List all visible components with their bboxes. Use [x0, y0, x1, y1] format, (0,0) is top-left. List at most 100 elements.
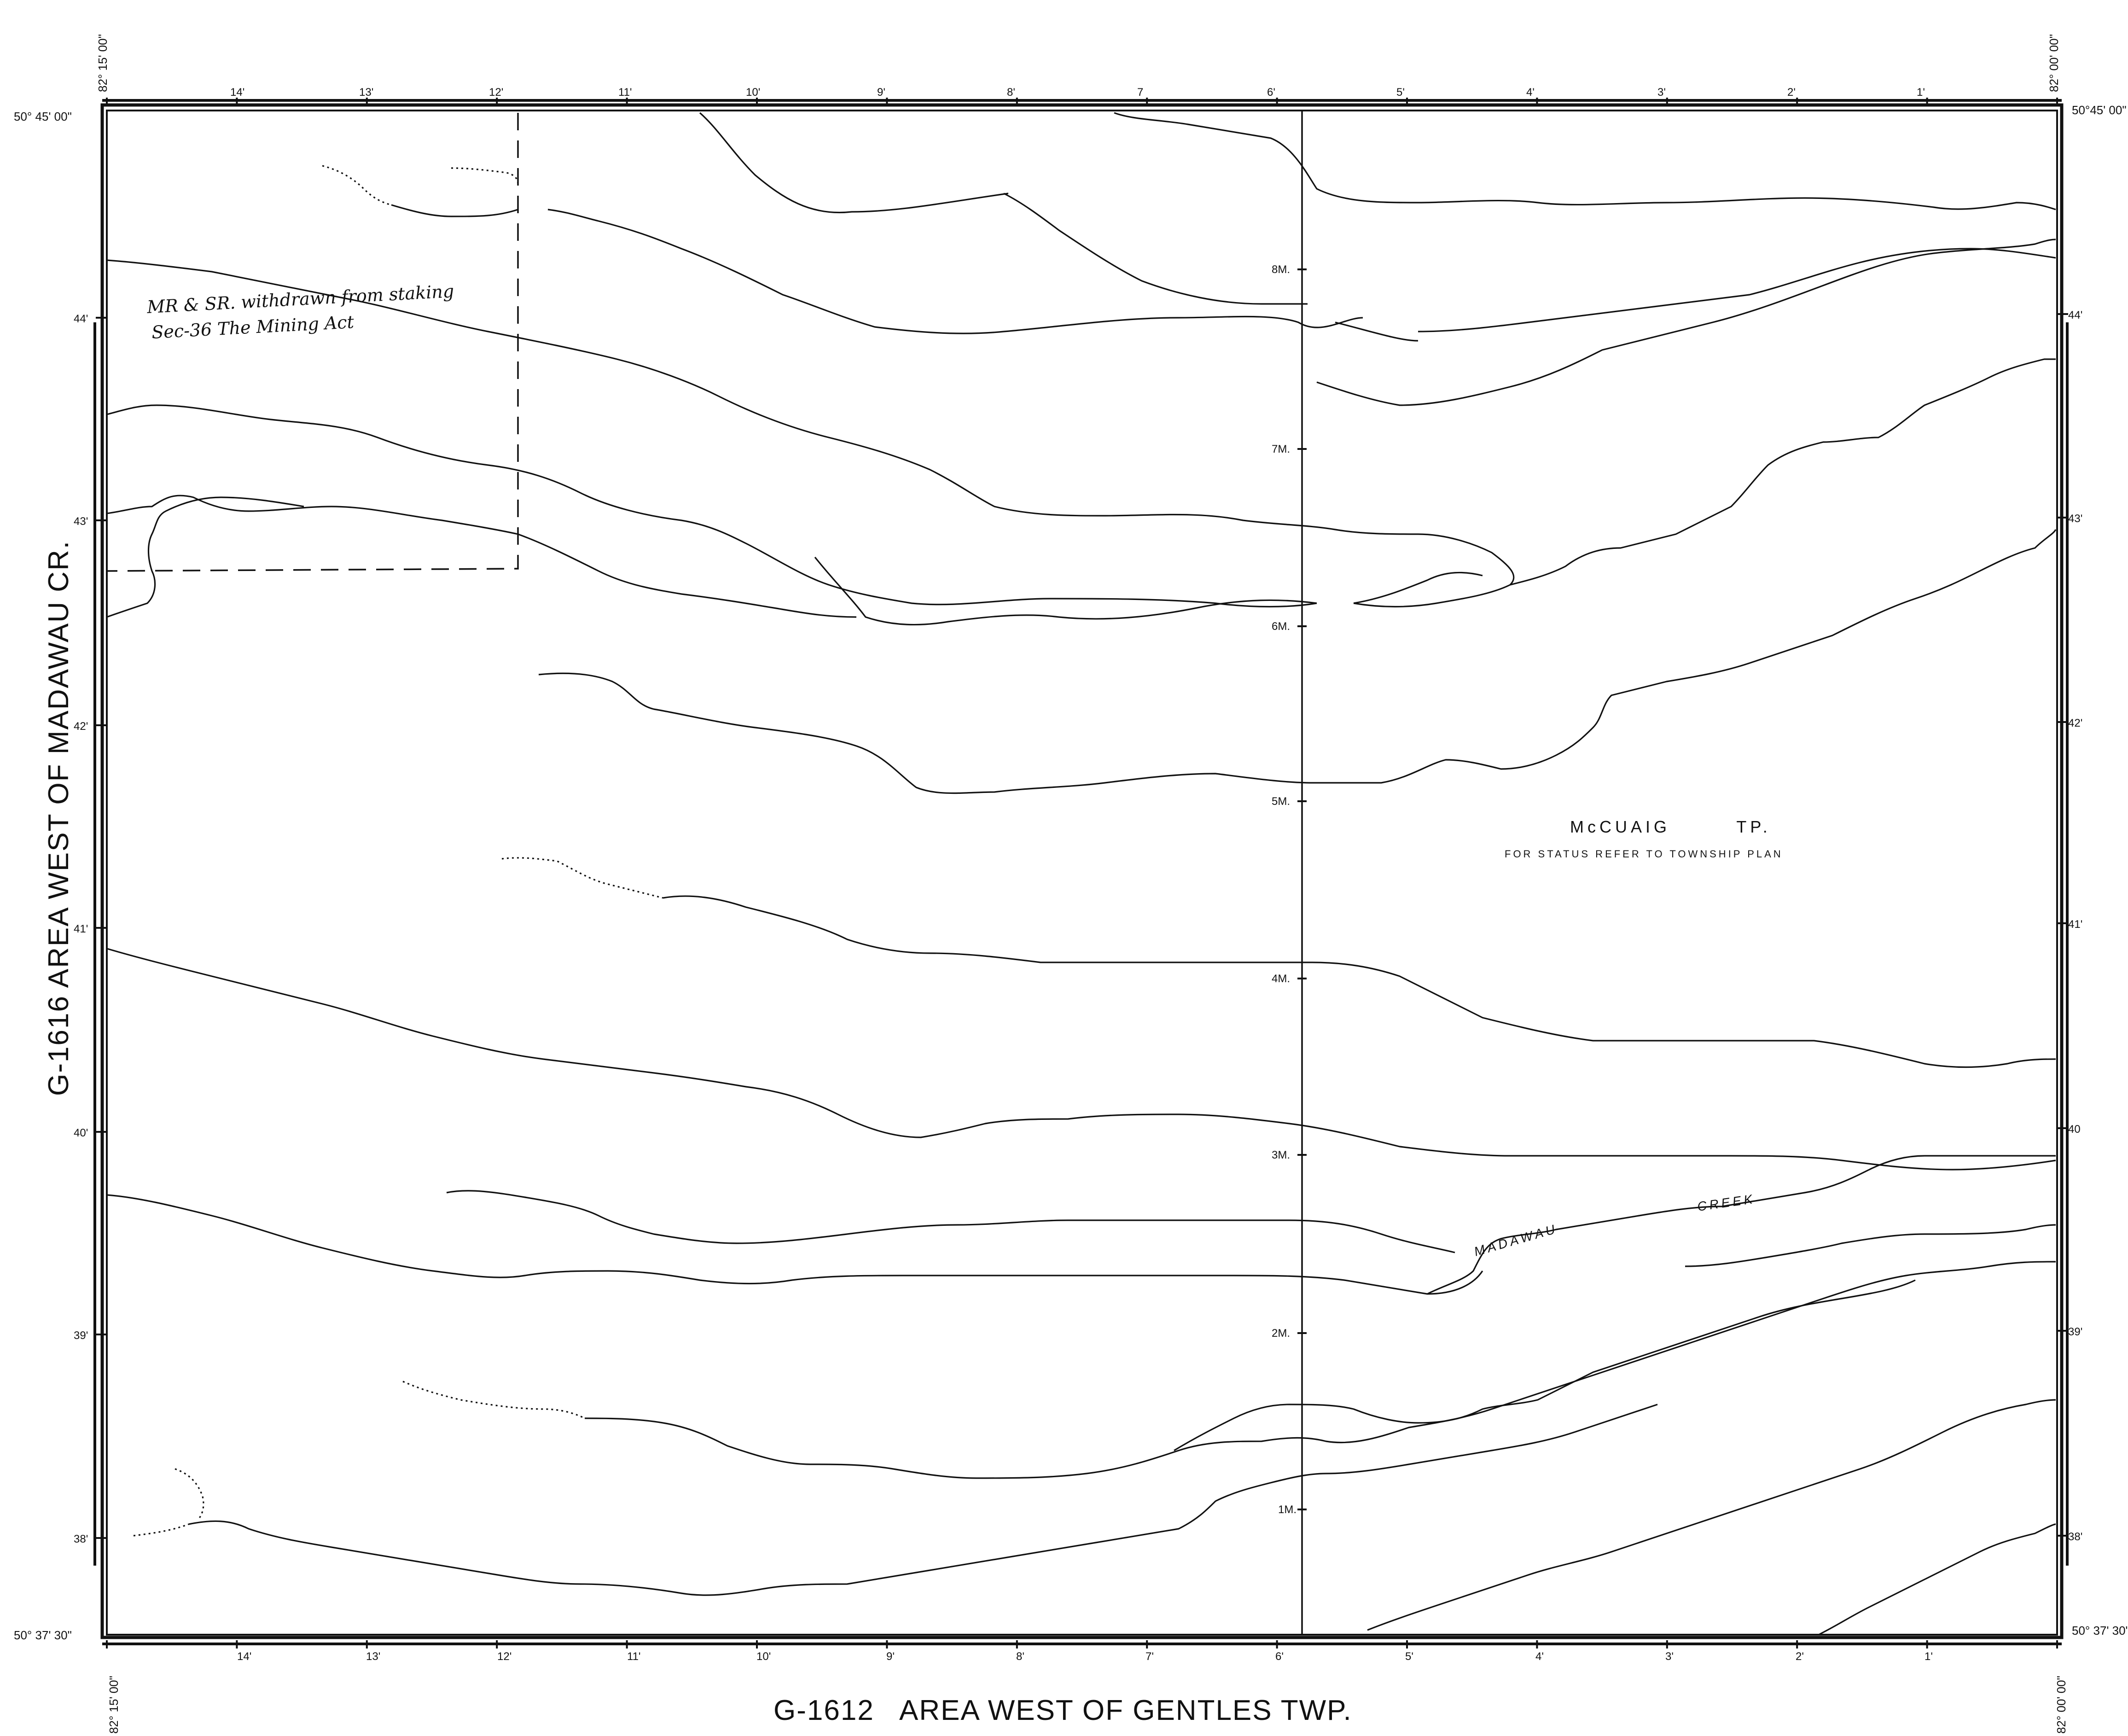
mile-post-ticks — [1297, 268, 1307, 1510]
top-scale-ticks — [106, 98, 2058, 104]
top-scale-label: 11' — [618, 86, 632, 99]
top-scale-label: 12' — [489, 86, 503, 99]
top-scale-label: 8' — [1007, 86, 1015, 99]
top-scale-label: 2' — [1787, 86, 1796, 99]
stream-line — [133, 1523, 189, 1537]
corner-lat-bottom-left: 50° 37' 30" — [14, 1628, 72, 1642]
corner-lon-bottom-left: 82° 15' 00" — [107, 1676, 121, 1734]
stream-line — [106, 404, 1317, 608]
bottom-scale-label: 8' — [1016, 1650, 1024, 1663]
lat-label-left: 44' — [74, 313, 88, 325]
handwritten-note-line-2: Sec-36 The Mining Act — [151, 312, 355, 343]
lat-label-left: 42' — [74, 720, 88, 733]
stream-line — [538, 529, 2057, 794]
lat-label-left: 39' — [74, 1329, 88, 1342]
stream-line — [451, 167, 519, 185]
corner-lat-top-left: 50° 45' 00" — [14, 110, 72, 123]
stream-line — [699, 112, 1009, 214]
township-name-label: McCUAIG TP. — [1570, 817, 1771, 836]
top-scale-label: 1' — [1917, 86, 1925, 99]
bottom-scale-label: 5' — [1405, 1650, 1413, 1663]
stream-line — [814, 557, 1317, 626]
top-scale-label: 4' — [1526, 86, 1535, 99]
stream-line — [1418, 248, 2056, 332]
lat-label-left: 40' — [74, 1127, 88, 1139]
stream-line — [391, 204, 518, 217]
mile-label: 3M. — [1272, 1149, 1290, 1161]
stream-line — [1174, 1279, 1916, 1451]
bottom-scale-label: 9' — [886, 1650, 895, 1663]
stream-line — [106, 1194, 1483, 1295]
lat-label-right: 41' — [2068, 918, 2082, 931]
creek-label-madawau: MADAWAU — [1472, 1221, 1559, 1258]
corner-lat-bottom-right: 50° 37' 30" — [2072, 1624, 2128, 1637]
stream-line — [188, 1404, 1658, 1596]
top-scale-label: 13' — [359, 86, 373, 99]
stream-line — [1335, 321, 1419, 342]
bottom-scale-label: 13' — [366, 1650, 380, 1663]
stream-line — [584, 1261, 2056, 1479]
left-latitude-labels: 44' 43' 42' 41' 40' 39' 38' — [74, 313, 88, 1545]
corner-lon-top-right: 82° 00' 00" — [2047, 34, 2061, 92]
left-sheet-reference-title: G-1616 AREA WEST OF MADAWAU CR. — [43, 540, 75, 1096]
bottom-scale-label: 11' — [627, 1650, 641, 1663]
lat-label-right: 42' — [2068, 717, 2082, 729]
stream-line — [1685, 1224, 2056, 1267]
stream-line — [174, 1468, 204, 1520]
stream-line — [106, 496, 304, 618]
stream-line — [1818, 1523, 2056, 1636]
stream-line — [517, 533, 857, 618]
lat-label-left: 41' — [74, 923, 88, 935]
bottom-scale-label: 14' — [237, 1650, 251, 1663]
bottom-scale-label: 2' — [1796, 1650, 1804, 1663]
mile-label: 8M. — [1272, 263, 1290, 276]
top-scale-label: 6' — [1267, 86, 1275, 99]
bottom-scale-label: 7' — [1145, 1650, 1154, 1663]
right-latitude-labels: 44' 43' 42' 41' 40 39' 38' — [2068, 309, 2082, 1543]
lat-label-left: 43' — [74, 515, 88, 528]
top-scale-label: 10' — [746, 86, 760, 99]
mile-label: 1M. — [1278, 1503, 1297, 1516]
stream-line — [1316, 239, 2056, 406]
handwritten-note-line-1: MR & SR. withdrawn from staking — [146, 281, 454, 317]
corner-lon-top-left: 82° 15' 00" — [96, 34, 110, 92]
bottom-scale-label: 4' — [1535, 1650, 1544, 1663]
township-status-note: FOR STATUS REFER TO TOWNSHIP PLAN — [1505, 848, 1783, 860]
stream-line — [663, 895, 2056, 1068]
bottom-scale-label: 10' — [756, 1650, 771, 1663]
bottom-sheet-reference-title: G-1612 AREA WEST OF GENTLES TWP. — [773, 1695, 1352, 1726]
lat-label-right: 44' — [2068, 309, 2082, 321]
top-scale-label: 5' — [1396, 86, 1405, 99]
stream-line — [322, 165, 392, 206]
stream-line — [1510, 358, 2056, 586]
stream-line — [1353, 571, 1483, 604]
stream-line — [1003, 192, 1308, 305]
stream-line — [1367, 1399, 2056, 1631]
bottom-scale-label: 12' — [497, 1650, 512, 1663]
stream-line — [106, 948, 2056, 1171]
top-scale-labels: 14' 13' 12' 11' 10' 9' 8' 7 6' 5' 4' 3' … — [230, 86, 1925, 99]
lat-label-right: 39' — [2068, 1326, 2082, 1338]
lat-label-right: 40 — [2068, 1123, 2081, 1136]
lat-label-right: 43' — [2068, 513, 2082, 525]
withdrawn-area-boundary — [106, 113, 519, 572]
bottom-scale-ticks — [106, 1640, 2058, 1649]
top-scale-label: 7 — [1137, 86, 1143, 99]
stream-line — [402, 1381, 585, 1419]
stream-line — [106, 259, 1515, 608]
bottom-scale-label: 3' — [1665, 1650, 1674, 1663]
bottom-scale-label: 6' — [1275, 1650, 1284, 1663]
map-frame-outer — [100, 103, 2064, 1639]
bottom-scale-labels: 14' 13' 12' 11' 10' 9' 8' 7' 6' 5' 4' 3'… — [237, 1650, 1933, 1663]
bottom-scale-label: 1' — [1925, 1650, 1933, 1663]
mile-label: 5M. — [1272, 795, 1290, 808]
latitude-ticks — [96, 313, 2068, 1539]
mile-label: 6M. — [1272, 620, 1290, 633]
stream-lines — [106, 112, 2057, 1636]
mile-label: 4M. — [1272, 973, 1290, 985]
stream-line — [501, 857, 663, 899]
corner-lat-top-right: 50°45' 00" — [2072, 103, 2127, 117]
top-scale-label: 9' — [877, 86, 885, 99]
stream-line — [106, 495, 518, 535]
